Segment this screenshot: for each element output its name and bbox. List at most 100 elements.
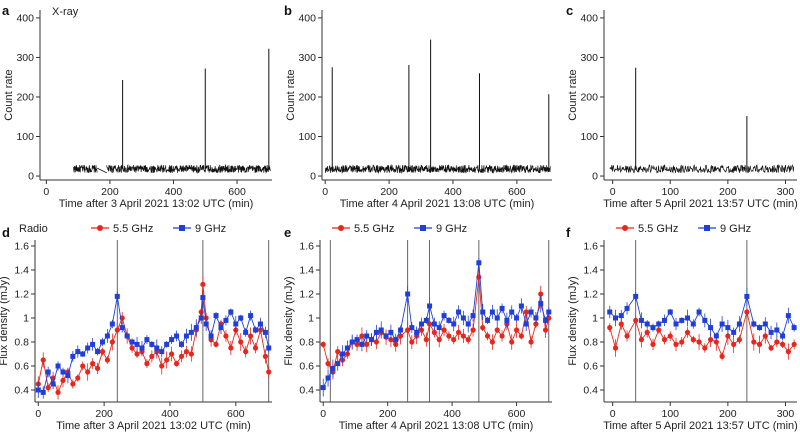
- panel-letter: f: [566, 225, 571, 240]
- data-point-5p5ghz: [188, 351, 194, 357]
- data-point-9ghz: [178, 341, 184, 347]
- data-point-5p5ghz: [149, 353, 155, 359]
- x-tick-label: 0: [35, 408, 41, 420]
- data-point-5p5ghz: [80, 363, 86, 369]
- data-point-5p5ghz: [60, 377, 66, 383]
- data-point-5p5ghz: [538, 291, 544, 297]
- data-point-9ghz: [441, 313, 447, 319]
- data-point-5p5ghz: [243, 349, 249, 355]
- y-tick-label: 100: [580, 131, 598, 143]
- data-point-9ghz: [494, 315, 500, 321]
- data-point-5p5ghz: [768, 345, 774, 351]
- data-point-5p5ghz: [624, 333, 630, 339]
- x-axis-label: Time after 4 April 2021 13:08 UTC (min): [339, 420, 534, 432]
- y-tick-label: 0.4: [583, 385, 598, 397]
- legend-marker-5p5ghz: [338, 225, 344, 231]
- data-point-9ghz: [104, 333, 110, 339]
- x-tick-label: 400: [443, 408, 461, 420]
- data-point-9ghz: [725, 325, 731, 331]
- data-point-9ghz: [791, 325, 797, 331]
- data-point-5p5ghz: [335, 349, 341, 355]
- data-point-9ghz: [109, 321, 115, 327]
- data-point-5p5ghz: [684, 329, 691, 335]
- data-point-5p5ghz: [169, 351, 175, 357]
- data-point-5p5ghz: [612, 345, 619, 351]
- data-point-9ghz: [114, 293, 120, 299]
- series-line-5p5ghz: [37, 284, 270, 394]
- data-point-9ghz: [243, 329, 249, 335]
- data-point-9ghz: [154, 345, 160, 351]
- data-point-9ghz: [60, 369, 66, 375]
- x-axis-label: Time after 5 April 2021 13:57 UTC (min): [603, 420, 798, 432]
- data-point-5p5ghz: [183, 349, 190, 355]
- y-axis-label: Count rate: [567, 69, 579, 120]
- data-point-9ghz: [174, 333, 180, 339]
- data-point-9ghz: [456, 309, 462, 315]
- data-point-9ghz: [685, 315, 691, 321]
- data-point-9ghz: [233, 321, 239, 327]
- data-point-9ghz: [538, 301, 544, 307]
- data-point-9ghz: [50, 381, 56, 387]
- y-tick-label: 100: [16, 131, 34, 143]
- data-point-5p5ghz: [94, 365, 101, 371]
- data-point-9ghz: [436, 325, 442, 331]
- y-tick-label: 0.8: [14, 337, 29, 349]
- x-tick-label: 200: [380, 186, 398, 198]
- data-point-5p5ghz: [104, 357, 111, 363]
- data-point-5p5ghz: [45, 385, 51, 391]
- data-point-5p5ghz: [713, 339, 719, 345]
- data-point-9ghz: [208, 333, 214, 339]
- data-point-9ghz: [624, 305, 630, 311]
- data-point-9ghz: [257, 321, 263, 327]
- data-point-9ghz: [335, 361, 341, 367]
- data-point-9ghz: [65, 373, 71, 379]
- data-point-5p5ghz: [756, 341, 763, 347]
- y-tick-label: 1.6: [299, 241, 314, 253]
- data-point-9ghz: [262, 329, 268, 335]
- data-point-5p5ghz: [762, 333, 768, 339]
- y-tick-label: 1.2: [299, 289, 314, 301]
- legend-label: 5.5 GHz: [113, 223, 153, 235]
- y-axis-label: Flux density (mJy): [283, 276, 295, 365]
- data-point-5p5ghz: [85, 369, 91, 375]
- data-point-5p5ghz: [696, 339, 702, 345]
- data-point-9ghz: [528, 309, 534, 315]
- data-point-9ghz: [780, 333, 786, 339]
- panel-letter: c: [566, 3, 573, 18]
- data-point-5p5ghz: [484, 333, 491, 339]
- data-point-9ghz: [618, 313, 624, 319]
- data-point-9ghz: [398, 327, 404, 333]
- data-point-5p5ghz: [436, 337, 442, 343]
- y-tick-label: 200: [298, 91, 316, 103]
- data-point-9ghz: [543, 317, 549, 323]
- data-point-9ghz: [713, 333, 719, 339]
- y-tick-label: 300: [580, 52, 598, 64]
- data-point-5p5ghz: [736, 337, 742, 343]
- data-point-9ghz: [139, 345, 145, 351]
- data-point-5p5ghz: [751, 339, 757, 345]
- x-tick-label: 300: [777, 186, 795, 198]
- data-point-5p5ghz: [423, 337, 429, 343]
- data-point-5p5ghz: [455, 329, 462, 335]
- data-point-9ghz: [340, 351, 346, 357]
- data-point-9ghz: [383, 333, 389, 339]
- x-axis-label: Time after 3 April 2021 13:02 UTC (min): [56, 420, 251, 432]
- y-tick-label: 0.6: [299, 361, 314, 373]
- data-point-9ghz: [785, 313, 791, 319]
- data-point-5p5ghz: [494, 327, 500, 333]
- data-point-5p5ghz: [542, 327, 549, 333]
- data-point-9ghz: [661, 317, 667, 323]
- data-point-9ghz: [465, 321, 471, 327]
- data-point-5p5ghz: [364, 341, 370, 347]
- data-point-9ghz: [75, 349, 81, 355]
- data-point-9ghz: [431, 321, 437, 327]
- y-tick-label: 1.4: [583, 265, 598, 277]
- y-tick-label: 200: [580, 91, 598, 103]
- data-point-5p5ghz: [409, 339, 415, 345]
- data-point-5p5ghz: [405, 327, 411, 333]
- data-point-5p5ghz: [638, 337, 645, 343]
- data-point-5p5ghz: [731, 341, 737, 347]
- data-point-9ghz: [149, 341, 155, 347]
